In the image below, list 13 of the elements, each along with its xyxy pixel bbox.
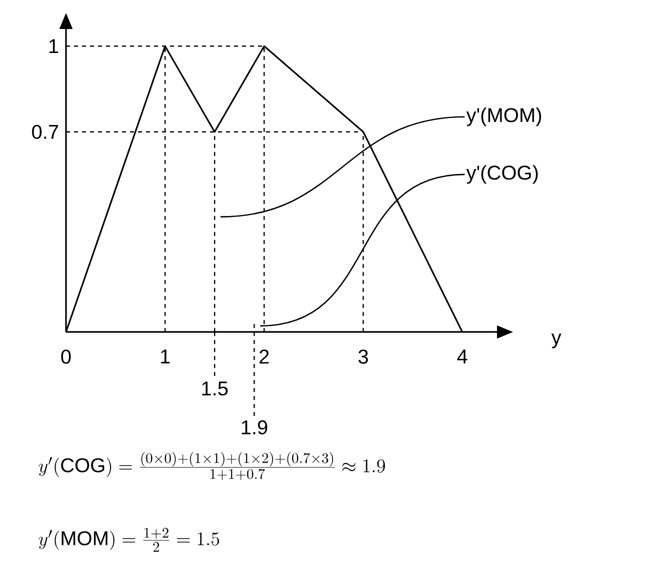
x-tick-label: 2	[260, 350, 269, 364]
text: $y'(\mathrm{MOM}) = \frac{1+2}{2} = 1.5$	[38, 528, 220, 552]
annotation: y'(COG)	[466, 165, 538, 184]
x-tick-label: 1	[161, 350, 170, 364]
x-tick-label: 0	[61, 350, 71, 364]
x-axis-title: y	[551, 334, 562, 348]
annotation: y'(MOM)	[466, 108, 542, 126]
x-tick-label: 3	[358, 350, 368, 364]
x-tick-label: 4	[457, 350, 468, 364]
y-tick-label: 0.7	[32, 124, 58, 139]
ref-line-label: 1.5	[202, 382, 228, 396]
text: $y'(\mathrm{COG}) = \frac{(0\times 0)+(1\times 1)+(1\times 2)+(0.7\times 3)}{1+1+0.7} \approx 1.9$	[38, 452, 385, 480]
ref-line-label: 1.9	[242, 420, 268, 434]
